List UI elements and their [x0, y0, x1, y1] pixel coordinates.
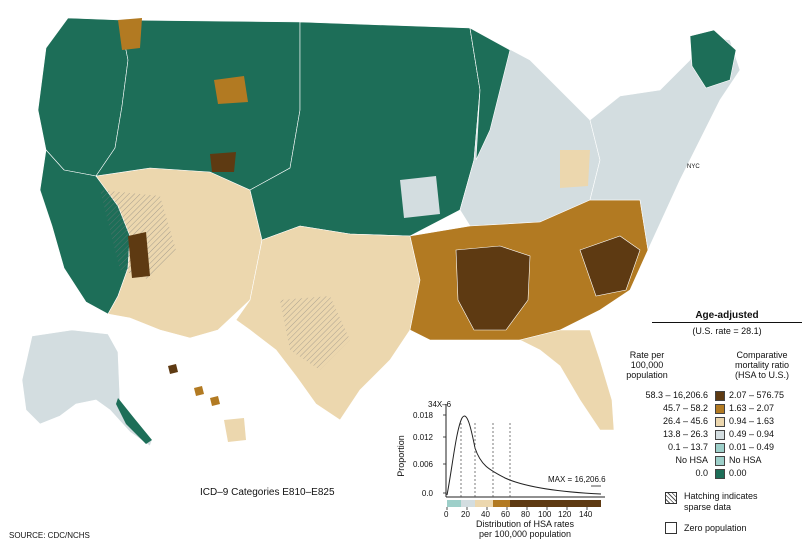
legend-ratio: 2.07 – 576.75	[729, 390, 785, 400]
hatching-note: Hatching indicates sparse data	[684, 491, 758, 512]
legend-divider	[652, 322, 802, 323]
legend-swatch	[715, 456, 725, 466]
histogram-x-tick: 80	[521, 510, 530, 519]
legend-swatch	[715, 404, 725, 414]
legend-ratio-header: Comparative mortality ratio (HSA to U.S.…	[734, 350, 789, 380]
patch-wyoming	[214, 76, 248, 104]
legend-us-rate: (U.S. rate = 28.1)	[692, 326, 762, 336]
region-alaska	[21, 329, 153, 447]
legend-rate: No HSA	[675, 455, 708, 465]
hatched-area-texas	[280, 296, 350, 370]
legend: Age-adjusted (U.S. rate = 28.1) Rate per…	[626, 310, 802, 545]
legend-row: 26.4 – 45.6 0.94 – 1.63	[592, 416, 802, 429]
legend-swatch	[715, 443, 725, 453]
histogram-inset	[443, 404, 605, 510]
legend-ratio: 1.63 – 2.07	[729, 403, 775, 413]
histogram-range-segment	[461, 500, 475, 507]
patch-colorado	[210, 152, 236, 172]
legend-row: 0.0 0.00	[592, 468, 802, 481]
histogram-range-segment	[447, 500, 461, 507]
histogram-x-tick: 0	[444, 510, 449, 519]
legend-ratio: 0.94 – 1.63	[729, 416, 775, 426]
legend-ratio: 0.01 – 0.49	[729, 442, 775, 452]
hatching-swatch	[665, 492, 677, 504]
legend-rate: 45.7 – 58.2	[662, 403, 708, 413]
legend-swatch	[715, 391, 725, 401]
histogram-y-tick: 0.0	[421, 489, 433, 498]
histogram-x-title: Distribution of HSA rates per 100,000 po…	[475, 519, 575, 539]
legend-ratio: 0.00	[729, 468, 747, 478]
region-alaska-panhandle	[116, 398, 152, 444]
legend-row: 58.3 – 16,206.6 2.07 – 576.75	[592, 390, 802, 403]
legend-row: 13.8 – 26.3 0.49 – 0.94	[592, 429, 802, 442]
legend-title: Age-adjusted	[695, 310, 759, 321]
patch-ohio	[560, 150, 590, 188]
legend-rate: 58.3 – 16,206.6	[645, 390, 708, 400]
legend-rate: 0.1 – 13.7	[667, 442, 708, 452]
legend-ratio: 0.49 – 0.94	[729, 429, 775, 439]
histogram-x-tick: 60	[501, 510, 510, 519]
histogram-x-tick: 20	[461, 510, 470, 519]
legend-rate: 0.0	[695, 468, 708, 478]
histogram-x-tick: 40	[481, 510, 490, 519]
legend-row: No HSA No HSA	[592, 455, 802, 468]
legend-rate-header: Rate per 100,000 population	[626, 350, 668, 380]
contiguous-us	[37, 17, 741, 431]
region-carolinas	[579, 235, 641, 297]
nyc-label: NYC	[687, 164, 700, 170]
legend-swatch	[715, 417, 725, 427]
icd-category-label: ICD–9 Categories E810–E825	[200, 487, 335, 498]
legend-ratio: No HSA	[729, 455, 762, 465]
histogram-y-tick: 0.006	[412, 460, 433, 469]
source-label: SOURCE: CDC/NCHS	[9, 531, 90, 540]
zero-population-swatch	[665, 522, 677, 534]
histogram-x-tick: 140	[579, 510, 593, 519]
region-deep-south-core	[455, 245, 531, 331]
histogram-y-title: Proportion	[395, 435, 406, 477]
legend-rate: 13.8 – 26.3	[662, 429, 708, 439]
histogram-range-segment	[493, 500, 510, 507]
histogram-y-top-label: 34X–6	[428, 400, 452, 409]
patch-idaho	[118, 18, 142, 50]
region-maine	[689, 29, 737, 89]
patch-arizona	[128, 232, 150, 278]
histogram-range-segment	[475, 500, 493, 507]
legend-row: 0.1 – 13.7 0.01 – 0.49	[592, 442, 802, 455]
legend-swatch	[715, 430, 725, 440]
region-florida	[519, 329, 615, 431]
region-northeast	[589, 35, 741, 252]
histogram-range-segment	[510, 500, 601, 507]
histogram-y-tick: 0.018	[412, 411, 433, 420]
histogram-x-tick: 100	[538, 510, 552, 519]
legend-swatch	[715, 469, 725, 479]
region-great-lakes	[469, 27, 511, 161]
legend-row: 45.7 – 58.2 1.63 – 2.07	[592, 403, 802, 416]
histogram-x-tick: 120	[558, 510, 572, 519]
histogram-y-tick: 0.012	[412, 433, 433, 442]
region-hawaii	[168, 364, 246, 442]
zero-population-note: Zero population	[684, 523, 747, 533]
patch-missouri	[400, 176, 440, 218]
legend-rate: 26.4 – 45.6	[662, 416, 708, 426]
histogram-max-label: MAX = 16,206.6	[548, 475, 606, 484]
